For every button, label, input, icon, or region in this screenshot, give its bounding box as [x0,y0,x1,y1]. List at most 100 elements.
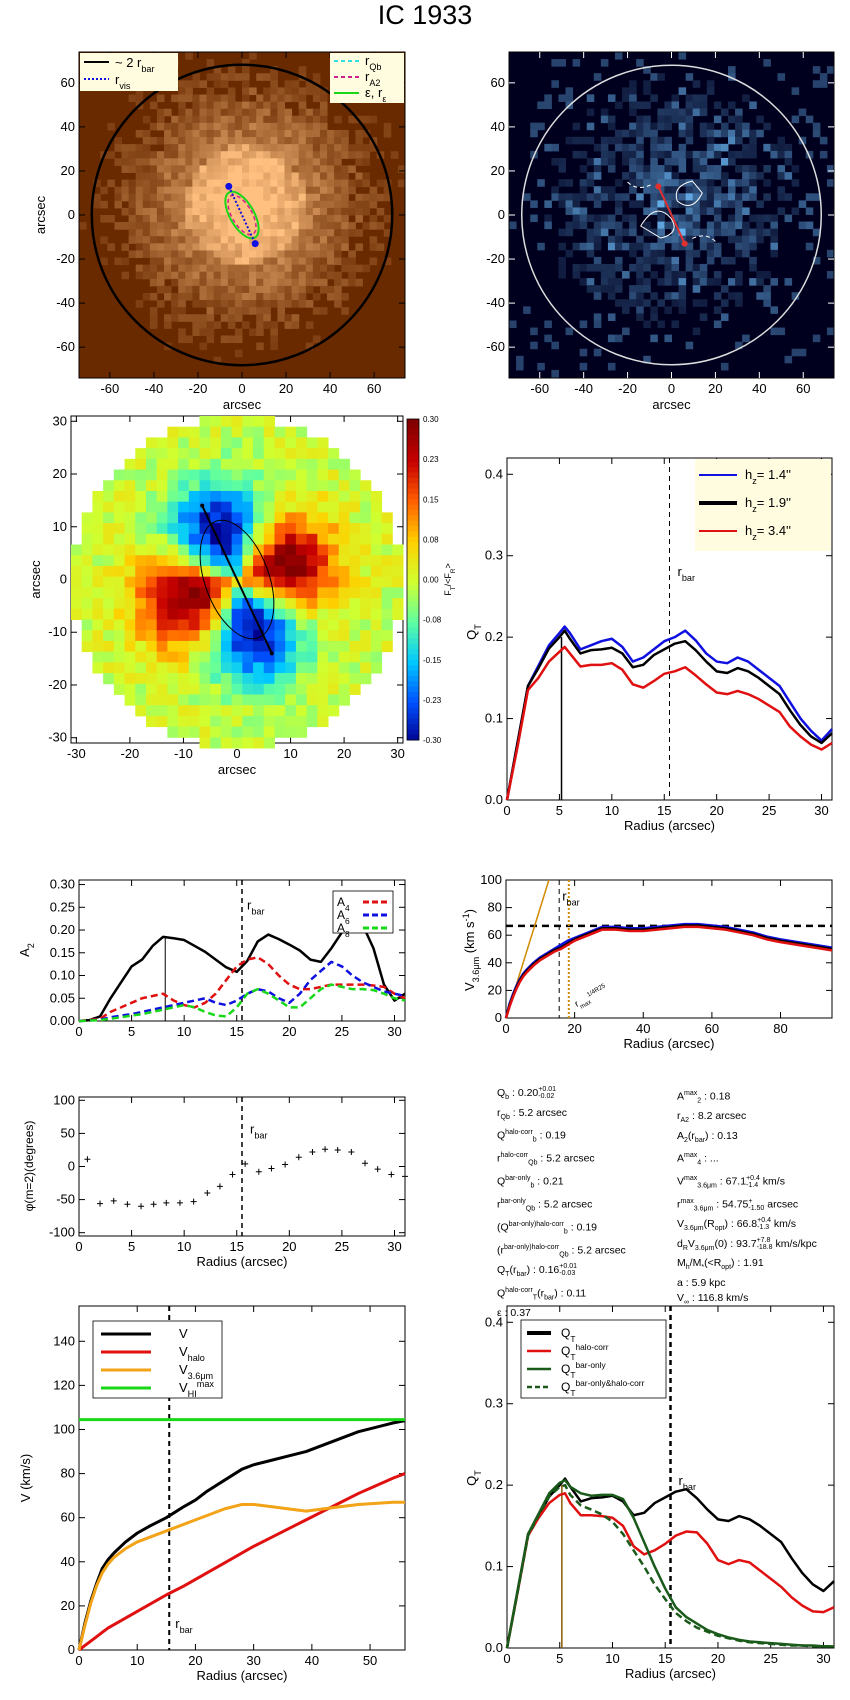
x-tick-label: 40 [323,381,337,396]
image-pixel [720,200,729,208]
image-pixel [735,221,743,230]
image-pixel [355,158,363,166]
map-pixel [103,501,115,513]
image-pixel [784,278,793,286]
map-pixel [231,448,243,460]
image-pixel [636,242,644,251]
map-pixel [156,683,168,695]
image-pixel [270,144,278,152]
x-tick-label: 20 [708,381,722,396]
image-pixel [199,250,208,259]
image-pixel [178,271,186,280]
map-pixel [145,576,158,588]
map-pixel [253,726,265,738]
map-pixel [317,640,329,653]
map-pixel [71,555,83,567]
map-pixel [113,662,126,674]
image-pixel [256,300,264,308]
image-pixel [558,179,567,187]
y-tick-label: 20 [53,466,67,481]
image-pixel [749,165,757,173]
image-pixel [622,172,630,180]
image-pixel [128,165,137,173]
map-pixel [199,565,211,578]
image-pixel [312,172,321,181]
image-pixel [234,186,243,195]
image-pixel [171,222,179,230]
image-pixel [149,193,158,202]
image-pixel [763,179,771,187]
image-pixel [79,222,87,230]
image-pixel [234,172,243,181]
bar-endpoint [269,651,274,656]
colorbar-segment [407,729,419,736]
image-pixel [234,257,243,266]
image-pixel [277,236,286,244]
image-pixel [149,257,158,266]
image-pixel [334,158,342,166]
image-pixel [270,165,278,173]
image-pixel [298,94,307,103]
image-pixel [650,306,658,314]
image-pixel [256,307,264,315]
image-pixel [593,242,602,251]
image-pixel [277,101,286,110]
image-pixel [749,214,757,223]
x-tick-label: 0 [503,1651,510,1666]
map-pixel [306,705,318,717]
colorbar-segment [407,723,419,730]
image-pixel [728,157,736,166]
x-tick-label: -60 [530,381,549,396]
map-pixel [306,608,318,620]
image-pixel [242,250,250,259]
image-pixel [121,193,130,202]
image-pixel [135,264,144,273]
image-pixel [270,229,278,237]
image-pixel [805,242,814,251]
phase-point [362,1160,369,1167]
image-pixel [185,144,193,152]
y-tick-label: 40 [488,955,502,970]
image-pixel [586,122,595,131]
map-pixel [220,544,233,556]
image-pixel [699,193,708,201]
map-pixel [317,630,329,642]
image-pixel [565,228,574,237]
image-pixel [227,335,236,344]
map-pixel [145,673,158,685]
parameter-superscript: bar-only)halo-corr [508,1221,564,1228]
map-pixel [124,565,136,578]
x-tick-label: 5 [128,1239,135,1254]
map-pixel [156,448,168,460]
image-pixel [749,150,757,159]
colorbar-segment [407,435,419,441]
map-pixel [349,683,361,695]
image-pixel [607,285,616,293]
map-pixel [295,662,308,674]
map-pixel [113,533,126,546]
image-pixel [213,137,222,145]
image-pixel [185,108,193,117]
image-pixel [178,328,186,336]
image-pixel [256,186,264,195]
x-tick-label: 20 [567,1021,581,1036]
image-pixel [199,215,208,223]
image-pixel [178,144,186,152]
image-pixel [220,137,229,145]
image-pixel [327,257,335,266]
map-pixel [338,662,350,674]
image-pixel [171,271,179,280]
image-pixel [284,278,293,287]
map-pixel [295,469,308,481]
map-pixel [156,576,168,588]
image-pixel [614,263,623,272]
map-pixel [92,565,104,578]
image-pixel [622,271,630,279]
image-pixel [720,172,729,180]
image-pixel [284,215,293,223]
map-pixel [145,555,158,567]
image-pixel [277,200,286,209]
map-pixel [263,576,275,588]
parameter-uncertainty: +0.4 -1.3 [757,1217,771,1231]
map-pixel [199,480,211,492]
